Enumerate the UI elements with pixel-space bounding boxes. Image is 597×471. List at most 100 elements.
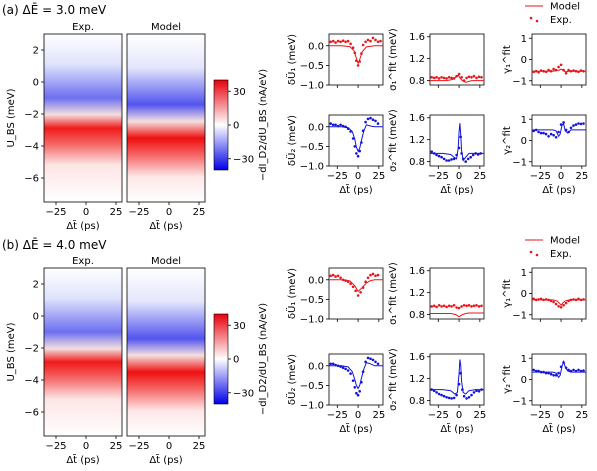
exp-point	[356, 294, 360, 297]
y-tick-label: 1.2	[409, 135, 425, 146]
exp-point	[440, 76, 443, 79]
heatmap-frame	[43, 267, 123, 437]
exp-point	[359, 291, 362, 294]
legend-exp-label: Exp.	[550, 249, 572, 260]
heatmap-frame	[43, 33, 123, 203]
panel-label-a: (a) ΔĒ = 3.0 meV	[2, 3, 107, 17]
exp-point	[437, 304, 441, 307]
exp-point	[374, 360, 377, 364]
exp-point	[346, 369, 350, 372]
model-line	[430, 74, 484, 83]
exp-point	[574, 298, 578, 302]
exp-point	[351, 137, 355, 140]
exp-point	[376, 362, 380, 366]
exp-point	[331, 39, 335, 43]
x-tick-label: −25	[327, 410, 348, 421]
y-axis-label: γ₁^fit	[502, 45, 513, 74]
x-axis-label: Δt̃ (ps)	[66, 219, 99, 232]
exp-point	[341, 366, 345, 370]
exp-point	[442, 76, 446, 80]
exp-point	[472, 304, 476, 308]
exp-point	[557, 130, 560, 134]
exp-point	[457, 382, 461, 386]
exp-point	[346, 127, 350, 130]
exp-point	[336, 124, 340, 128]
exp-point	[432, 152, 436, 155]
colorbar-label: −dI_D2/dU_BS (nA/eV)	[258, 69, 269, 181]
exp-point	[539, 131, 543, 135]
exp-point	[470, 76, 473, 79]
exp-point	[549, 299, 553, 303]
exp-point	[349, 372, 352, 375]
exp-point	[440, 155, 443, 159]
x-axis-label: Δt̃ (ps)	[66, 453, 99, 466]
y-tick-label: 1.6	[409, 113, 425, 124]
exp-point	[371, 358, 375, 362]
exp-point	[366, 356, 370, 360]
x-tick-label: −25	[428, 171, 449, 182]
colorbar-tick-label: −30	[233, 388, 254, 399]
exp-point	[475, 304, 478, 307]
x-tick-label: 0	[166, 207, 172, 218]
exp-point	[358, 60, 362, 63]
x-axis-label: Δt̃ (ps)	[339, 183, 372, 196]
y-tick-label: 0.0	[308, 122, 324, 133]
x-axis-label: Δt̃ (ps)	[440, 183, 473, 196]
exp-point	[450, 397, 453, 400]
exp-point	[564, 301, 568, 305]
exp-point	[334, 363, 337, 367]
y-tick-label: 0	[521, 375, 527, 386]
x-tick-label: −25	[128, 207, 149, 218]
exp-point	[358, 149, 362, 153]
exp-point	[334, 41, 337, 44]
exp-point	[442, 304, 446, 308]
exp-point	[460, 152, 463, 155]
exp-point	[544, 132, 548, 136]
exp-point	[369, 273, 372, 277]
y-axis-label: U_BS (meV)	[6, 322, 17, 381]
x-tick-label: 0	[456, 171, 462, 182]
exp-point	[470, 393, 473, 397]
exp-point	[572, 298, 575, 301]
exp-point	[539, 69, 543, 72]
exp-point	[329, 274, 333, 278]
exp-point	[366, 117, 370, 121]
legend-exp-label: Exp.	[550, 15, 572, 26]
exp-point	[574, 69, 578, 73]
exp-point	[435, 305, 438, 309]
exp-point	[467, 75, 471, 79]
exp-point	[455, 393, 458, 397]
axes-frame	[429, 353, 485, 406]
exp-point	[569, 126, 573, 130]
y-axis-label: U_BS (meV)	[6, 88, 17, 147]
y-tick-label: 0.0	[308, 361, 324, 372]
exp-point	[455, 153, 458, 157]
exp-point	[354, 289, 357, 293]
exp-point	[467, 304, 471, 307]
exp-point	[339, 365, 342, 368]
exp-point	[470, 305, 473, 308]
exp-point	[452, 396, 456, 400]
y-tick-label: 0.0	[308, 41, 324, 52]
exp-point	[552, 374, 555, 377]
exp-point	[569, 69, 573, 73]
exp-point	[564, 72, 568, 75]
exp-point	[360, 52, 363, 55]
axes-frame	[531, 267, 587, 320]
exp-point	[353, 51, 357, 55]
y-axis-label: δÜ₂ (meV)	[285, 115, 298, 166]
exp-point	[562, 361, 565, 364]
exp-point	[472, 391, 476, 394]
exp-point	[364, 360, 367, 364]
y-tick-label: 0.8	[409, 76, 425, 87]
exp-point	[374, 274, 377, 278]
exp-point	[564, 128, 568, 132]
exp-point	[457, 72, 461, 76]
y-axis-label: δÜ₁ (meV)	[285, 34, 298, 85]
y-axis-label: γ₂^fit	[502, 365, 513, 394]
exp-point	[329, 40, 333, 44]
exp-point	[430, 305, 434, 308]
